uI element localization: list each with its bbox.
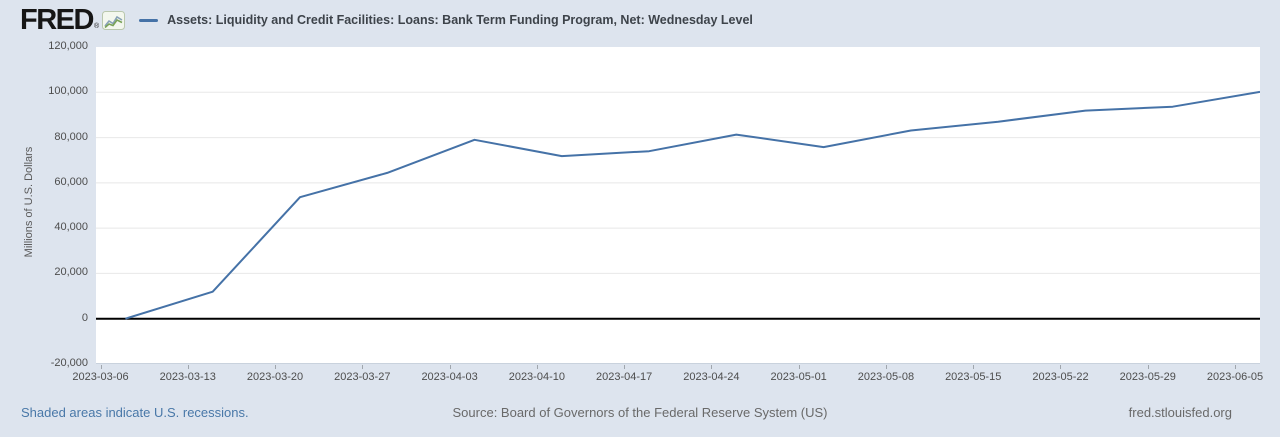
y-tick-label: 100,000: [48, 85, 88, 98]
x-tick-label: 2023-05-01: [770, 371, 827, 383]
x-tick-label: 2023-03-13: [159, 371, 216, 383]
y-tick-label: 20,000: [54, 266, 88, 279]
x-tick-label: 2023-04-10: [508, 371, 565, 383]
x-tick-mark: [275, 365, 277, 369]
x-tick-label: 2023-04-24: [683, 371, 740, 383]
x-tick-mark: [798, 365, 800, 369]
x-tick-label: 2023-04-17: [595, 371, 653, 383]
source-text: Source: Board of Governors of the Federa…: [452, 405, 828, 420]
x-tick-mark: [624, 365, 626, 369]
series-title: Assets: Liquidity and Credit Facilities:…: [167, 13, 753, 27]
y-tick-label: 0: [81, 311, 88, 324]
x-tick-label: 2023-03-20: [246, 371, 304, 383]
x-tick-mark: [1235, 365, 1237, 369]
recession-note-link[interactable]: Shaded areas indicate U.S. recessions.: [21, 405, 249, 420]
site-link[interactable]: fred.stlouisfed.org: [1128, 405, 1232, 420]
x-tick-label: 2023-05-22: [1032, 371, 1089, 383]
footer: Shaded areas indicate U.S. recessions. S…: [0, 405, 1280, 423]
y-tick-label: 120,000: [48, 40, 88, 52]
x-tick-mark: [1060, 365, 1062, 369]
x-tick-label: 2023-03-27: [334, 371, 391, 383]
y-axis-title: Millions of U.S. Dollars: [23, 146, 35, 258]
x-tick-mark: [711, 365, 713, 369]
x-tick-label: 2023-05-08: [857, 371, 915, 383]
series-line: [125, 90, 1260, 320]
legend: Assets: Liquidity and Credit Facilities:…: [139, 13, 753, 27]
x-tick-mark: [973, 365, 975, 369]
fred-logo-chart-icon: [102, 11, 126, 30]
x-tick-mark: [449, 365, 451, 369]
x-tick-label: 2023-05-29: [1119, 371, 1176, 383]
x-tick-mark: [100, 365, 102, 369]
header: FRED ® Assets: Liquidity and Credit Faci…: [20, 0, 753, 40]
y-tick-label: -20,000: [50, 357, 88, 369]
legend-line-swatch: [139, 18, 159, 22]
x-tick-mark: [187, 365, 189, 369]
x-tick-label: 2023-06-05: [1206, 371, 1264, 383]
x-tick-mark: [885, 365, 887, 369]
x-tick-mark: [536, 365, 538, 369]
x-tick-mark: [1147, 365, 1149, 369]
x-tick-label: 2023-05-15: [945, 371, 1002, 383]
fred-logo[interactable]: FRED ®: [20, 1, 126, 39]
chart-plot-area[interactable]: [96, 47, 1260, 364]
y-tick-label: 40,000: [54, 221, 88, 234]
x-tick-label: 2023-04-03: [421, 371, 478, 383]
y-tick-label: 60,000: [54, 175, 88, 188]
x-tick-mark: [362, 365, 364, 369]
fred-logo-text: FRED: [20, 4, 94, 36]
y-tick-label: 80,000: [54, 130, 88, 143]
x-tick-label: 2023-03-06: [72, 371, 129, 383]
registered-trademark-icon: ®: [93, 23, 100, 30]
